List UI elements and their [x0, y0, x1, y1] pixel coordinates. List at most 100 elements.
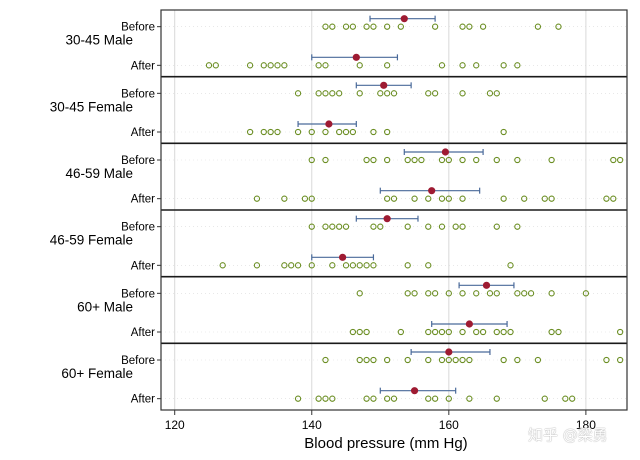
- data-point: [288, 262, 295, 269]
- data-point: [459, 90, 466, 97]
- data-point: [507, 262, 514, 269]
- data-point: [610, 195, 617, 202]
- group-label: 46-59 Female: [50, 233, 133, 248]
- data-point: [521, 195, 528, 202]
- data-point: [267, 62, 274, 69]
- data-point: [246, 62, 254, 69]
- data-point: [383, 395, 391, 402]
- data-point: [500, 328, 507, 336]
- data-point: [452, 356, 459, 364]
- data-point: [322, 356, 329, 364]
- data-point: [260, 128, 267, 136]
- data-point: [507, 328, 514, 336]
- data-point: [329, 262, 336, 269]
- data-point: [425, 395, 432, 402]
- mean-marker: [445, 348, 453, 356]
- data-point: [267, 128, 274, 136]
- data-point: [356, 290, 363, 297]
- data-point: [308, 262, 315, 269]
- data-point: [569, 395, 576, 402]
- data-point: [308, 156, 315, 164]
- data-point: [363, 395, 370, 402]
- data-point: [322, 90, 329, 97]
- data-point: [219, 262, 226, 269]
- data-point: [527, 290, 535, 297]
- data-point: [438, 328, 446, 336]
- data-point: [438, 223, 446, 230]
- data-point: [466, 356, 473, 364]
- data-point: [493, 223, 500, 230]
- data-point: [308, 128, 315, 136]
- data-point: [336, 223, 343, 230]
- data-point: [603, 356, 610, 364]
- data-point: [486, 90, 494, 97]
- data-point: [479, 23, 487, 30]
- data-point: [404, 356, 411, 364]
- data-point: [253, 262, 261, 269]
- data-point: [445, 395, 452, 402]
- data-point: [493, 328, 500, 336]
- data-point: [473, 62, 480, 69]
- data-point: [322, 223, 329, 230]
- data-point: [486, 290, 494, 297]
- data-point: [500, 195, 507, 202]
- data-point: [514, 62, 521, 69]
- x-tick-label: 140: [302, 418, 322, 432]
- data-point: [431, 290, 439, 297]
- data-point: [336, 90, 343, 97]
- data-point: [541, 395, 548, 402]
- data-point: [253, 195, 261, 202]
- mean-marker: [400, 15, 408, 23]
- data-point: [466, 395, 473, 402]
- data-point: [459, 156, 466, 164]
- data-point: [342, 223, 350, 230]
- data-point: [274, 128, 281, 136]
- data-point: [514, 290, 521, 297]
- plot-frame: [160, 9, 628, 411]
- data-point: [370, 262, 377, 269]
- data-point: [349, 328, 357, 336]
- data-point: [473, 328, 480, 336]
- data-point: [281, 195, 288, 202]
- data-point: [370, 395, 377, 402]
- data-point: [459, 356, 466, 364]
- data-point: [610, 156, 617, 164]
- data-point: [493, 290, 500, 297]
- data-point: [411, 290, 418, 297]
- data-point: [246, 128, 254, 136]
- data-point: [383, 90, 391, 97]
- data-point: [459, 195, 466, 202]
- data-point: [397, 23, 405, 30]
- data-point: [548, 156, 555, 164]
- data-point: [281, 262, 288, 269]
- data-point: [356, 90, 363, 97]
- data-point: [390, 395, 398, 402]
- data-point: [438, 62, 446, 69]
- data-point: [459, 223, 466, 230]
- group-label: 30-45 Female: [50, 99, 133, 114]
- data-point: [548, 195, 555, 202]
- data-point: [438, 195, 446, 202]
- data-point: [370, 156, 377, 164]
- row-label: After: [131, 194, 155, 206]
- data-point: [322, 23, 329, 30]
- mean-marker: [339, 253, 347, 261]
- data-point: [315, 62, 322, 69]
- data-point: [425, 90, 432, 97]
- row-label: After: [131, 327, 155, 339]
- data-point: [425, 356, 432, 364]
- data-point: [349, 23, 357, 30]
- mean-marker: [482, 281, 491, 289]
- data-point: [322, 156, 329, 164]
- x-tick-label: 120: [165, 418, 185, 432]
- data-point: [548, 290, 555, 297]
- data-point: [397, 328, 405, 336]
- data-point: [541, 195, 548, 202]
- data-point: [404, 262, 411, 269]
- data-point: [329, 395, 336, 402]
- data-point: [308, 223, 315, 230]
- data-point: [301, 195, 309, 202]
- data-point: [582, 290, 590, 297]
- data-point: [370, 356, 377, 364]
